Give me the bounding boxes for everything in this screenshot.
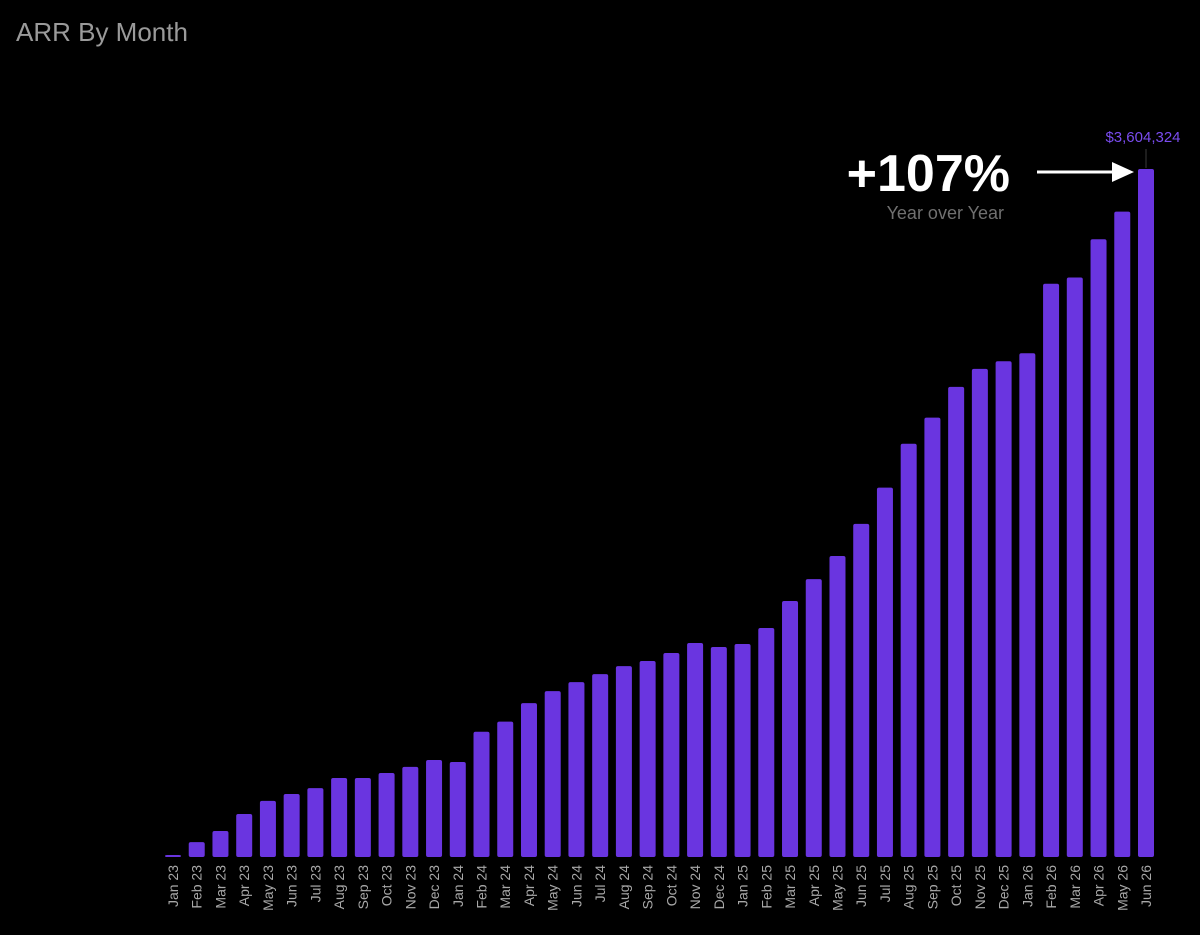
bar-jun-26 <box>1138 169 1154 857</box>
bar-feb-25 <box>758 627 775 857</box>
bar-apr-25 <box>805 579 822 857</box>
x-tick-label: Nov 23 <box>402 865 418 910</box>
bar-mar-25 <box>782 601 799 857</box>
bar-jan-25 <box>734 643 751 857</box>
x-tick-label: Sep 25 <box>924 865 940 910</box>
bar-jan-23 <box>165 855 181 857</box>
x-tick-label: Feb 23 <box>189 865 205 909</box>
bar-oct-23 <box>378 773 395 857</box>
x-tick-label: Jan 24 <box>450 865 466 907</box>
bar-may-24 <box>544 691 561 857</box>
x-tick-label: Sep 24 <box>640 865 656 910</box>
bar-feb-26 <box>1043 283 1060 857</box>
x-tick-label: Aug 23 <box>331 865 347 910</box>
bar-jul-23 <box>307 788 324 857</box>
bar-apr-26 <box>1090 239 1107 857</box>
growth-subtitle: Year over Year <box>887 203 1004 223</box>
bar-oct-25 <box>948 386 965 857</box>
arrow-icon <box>1037 162 1134 182</box>
x-tick-label: Dec 24 <box>711 865 727 910</box>
x-tick-label: Apr 25 <box>806 865 822 906</box>
bar-mar-26 <box>1066 277 1083 858</box>
bar-nov-23 <box>402 766 419 857</box>
bar-may-25 <box>829 555 846 857</box>
bar-jun-25 <box>853 523 870 857</box>
x-tick-label: Mar 26 <box>1067 865 1083 909</box>
bar-aug-24 <box>615 666 632 857</box>
x-tick-label: Jun 26 <box>1138 865 1154 907</box>
bar-oct-24 <box>663 652 680 857</box>
bar-feb-23 <box>188 842 205 857</box>
x-tick-label: Oct 25 <box>948 865 964 906</box>
x-tick-label: Mar 24 <box>497 865 513 909</box>
bar-jan-24 <box>449 761 466 857</box>
x-tick-label: Mar 25 <box>782 865 798 909</box>
x-tick-label: Feb 26 <box>1043 865 1059 909</box>
x-tick-label: Jul 25 <box>877 865 893 903</box>
x-tick-label: Oct 23 <box>379 865 395 906</box>
x-tick-label: Feb 24 <box>474 865 490 909</box>
x-tick-label: Jan 26 <box>1019 865 1035 907</box>
x-tick-label: May 26 <box>1114 865 1130 911</box>
data-label-value: $3,604,324 <box>1105 129 1180 146</box>
growth-percentage: +107% <box>847 145 1010 203</box>
x-tick-label: Aug 25 <box>901 865 917 910</box>
bars-group <box>165 169 1154 858</box>
bar-jul-25 <box>876 487 893 857</box>
x-tick-label: Apr 23 <box>236 865 252 906</box>
x-tick-label: May 25 <box>829 865 845 911</box>
x-tick-label: Nov 24 <box>687 865 703 910</box>
bar-may-23 <box>259 800 276 857</box>
bar-aug-23 <box>331 777 348 857</box>
bar-aug-25 <box>900 443 917 857</box>
x-tick-label: Dec 23 <box>426 865 442 910</box>
bar-jun-24 <box>568 682 585 857</box>
x-tick-label: Apr 26 <box>1091 865 1107 906</box>
bar-mar-24 <box>497 721 514 857</box>
bar-jun-23 <box>283 794 300 857</box>
bar-sep-25 <box>924 417 941 857</box>
x-axis-ticks: Jan 23 Feb 23 Mar 23 Apr 23 May 23 Jun 23 Jul … <box>165 865 1154 911</box>
x-tick-label: Jan 23 <box>165 865 181 907</box>
data-labels: $3,604,324 <box>1105 129 1181 168</box>
bar-dec-24 <box>710 647 727 857</box>
bar-jan-26 <box>1019 353 1036 857</box>
x-tick-label: Apr 24 <box>521 865 537 906</box>
x-tick-label: May 24 <box>545 865 561 911</box>
x-tick-label: Jul 24 <box>592 865 608 903</box>
chart-title: ARR By Month <box>16 17 188 47</box>
x-tick-label: May 23 <box>260 865 276 911</box>
x-tick-label: Jul 23 <box>307 865 323 903</box>
x-tick-label: Aug 24 <box>616 865 632 910</box>
bar-jul-24 <box>592 674 609 857</box>
bar-apr-23 <box>236 814 253 857</box>
bar-may-26 <box>1114 211 1131 857</box>
x-tick-label: Jun 23 <box>284 865 300 907</box>
bar-feb-24 <box>473 731 490 857</box>
x-tick-label: Sep 23 <box>355 865 371 910</box>
bar-dec-23 <box>426 760 443 857</box>
x-tick-label: Mar 23 <box>212 865 228 909</box>
bar-sep-23 <box>354 777 371 857</box>
x-tick-label: Jun 24 <box>568 865 584 907</box>
bar-mar-23 <box>212 831 229 857</box>
bar-nov-24 <box>687 643 704 857</box>
x-tick-label: Dec 25 <box>996 865 1012 910</box>
bar-nov-25 <box>971 368 988 857</box>
x-tick-label: Nov 25 <box>972 865 988 910</box>
bar-dec-25 <box>995 361 1012 857</box>
x-tick-label: Feb 25 <box>758 865 774 909</box>
growth-annotation: +107% Year over Year <box>847 145 1134 223</box>
bar-apr-24 <box>520 703 537 857</box>
bar-sep-24 <box>639 660 656 857</box>
x-tick-label: Oct 24 <box>663 865 679 906</box>
x-tick-label: Jan 25 <box>735 865 751 907</box>
x-tick-label: Jun 25 <box>853 865 869 907</box>
